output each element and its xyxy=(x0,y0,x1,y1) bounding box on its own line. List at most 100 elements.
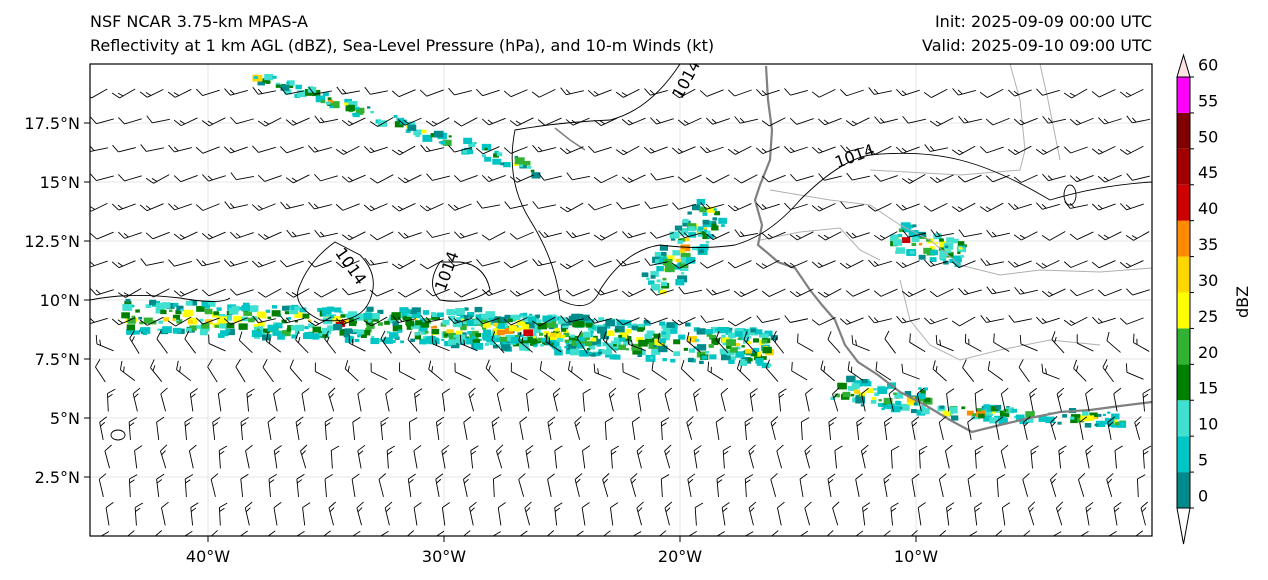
wind-barb xyxy=(435,416,445,441)
wind-barb xyxy=(868,315,892,324)
reflectivity-cell xyxy=(497,323,506,329)
reflectivity-cell xyxy=(295,324,305,332)
wind-barb xyxy=(800,530,809,536)
reflectivity-cell xyxy=(448,135,452,138)
wind-barb xyxy=(268,474,277,498)
wind-barb xyxy=(789,288,814,298)
reflectivity-cell xyxy=(1011,408,1017,413)
wind-barb xyxy=(503,317,528,326)
reflectivity-cell xyxy=(680,228,689,234)
reflectivity-cell xyxy=(327,325,335,331)
reflectivity-cell xyxy=(155,307,165,314)
reflectivity-cell xyxy=(251,330,262,338)
wind-barb xyxy=(820,360,835,382)
border-line xyxy=(769,189,1152,276)
wind-barb xyxy=(860,444,869,469)
wind-barb xyxy=(783,260,808,269)
wind-barb xyxy=(335,145,360,155)
wind-barb xyxy=(593,174,618,184)
colorbar-tick-label: 5 xyxy=(1198,451,1208,470)
reflectivity-cell xyxy=(1107,422,1114,427)
reflectivity-cell xyxy=(606,330,615,336)
wind-barb xyxy=(861,387,869,412)
reflectivity-cell xyxy=(322,313,327,317)
wind-barb xyxy=(1091,145,1116,155)
latitude-tick-label: 17.5°N xyxy=(24,114,80,133)
reflectivity-cell xyxy=(586,347,591,351)
wind-barb xyxy=(341,174,366,183)
reflectivity-cell xyxy=(1006,406,1010,409)
reflectivity-cell xyxy=(157,302,166,309)
reflectivity-cell xyxy=(918,242,923,246)
reflectivity-cell xyxy=(474,306,483,313)
reflectivity-cell xyxy=(294,320,298,323)
reflectivity-cell xyxy=(304,332,313,338)
wind-barb xyxy=(818,173,842,181)
wind-barb xyxy=(867,145,892,155)
wind-barb xyxy=(252,315,276,324)
reflectivity-cell xyxy=(290,325,299,331)
wind-barb xyxy=(554,502,563,526)
reflectivity-cell xyxy=(522,315,532,322)
reflectivity-cell xyxy=(256,328,260,331)
reflectivity-cell xyxy=(553,333,560,338)
reflectivity-cell xyxy=(495,337,502,343)
wind-barb xyxy=(519,530,528,536)
longitude-tick-label: 10°W xyxy=(894,547,938,566)
reflectivity-cell xyxy=(632,323,637,326)
wind-barb xyxy=(761,288,786,297)
reflectivity-cell xyxy=(561,328,567,332)
wind-barb xyxy=(576,330,588,354)
wind-barb xyxy=(805,387,813,412)
wind-barb xyxy=(560,315,584,323)
wind-barb xyxy=(413,444,422,469)
island-coast xyxy=(554,127,586,151)
reflectivity-cell xyxy=(939,405,945,409)
wind-barb xyxy=(923,88,948,98)
reflectivity-cell xyxy=(930,249,939,256)
reflectivity-cell xyxy=(584,341,593,347)
reflectivity-cell xyxy=(223,315,232,321)
wind-barb xyxy=(118,174,142,182)
wind-barb xyxy=(195,203,220,211)
colorbar-segment xyxy=(1177,148,1190,185)
wind-barb xyxy=(884,330,896,354)
reflectivity-cell xyxy=(327,97,332,100)
wind-barb xyxy=(716,531,726,536)
reflectivity-cell xyxy=(591,338,602,346)
wind-barb xyxy=(958,115,982,124)
wind-barb xyxy=(95,334,114,352)
reflectivity-cell xyxy=(473,319,481,325)
wind-barb xyxy=(251,260,276,268)
colorbar-tick-label: 25 xyxy=(1198,307,1218,326)
wind-barb xyxy=(224,201,248,209)
reflectivity-cell xyxy=(899,403,910,411)
wind-barb xyxy=(397,288,422,298)
wind-barb xyxy=(518,332,533,353)
init-time-label: Init: 2025-09-09 00:00 UTC xyxy=(934,12,1152,31)
wind-barb xyxy=(699,146,724,154)
reflectivity-cell xyxy=(442,139,452,146)
reflectivity-cell xyxy=(410,322,420,329)
reflectivity-cell xyxy=(917,393,926,400)
reflectivity-cell xyxy=(383,337,393,344)
reflectivity-cell xyxy=(593,335,598,340)
reflectivity-cell xyxy=(277,334,285,340)
reflectivity-cell xyxy=(675,278,685,286)
wind-barb xyxy=(1142,445,1152,469)
reflectivity-cell xyxy=(344,328,353,334)
reflectivity-cell xyxy=(641,272,649,278)
reflectivity-cell xyxy=(850,385,858,391)
wind-barb xyxy=(1013,117,1038,126)
reflectivity-cell xyxy=(574,335,579,339)
wind-barb xyxy=(582,445,591,469)
wind-barb xyxy=(720,387,729,412)
longitude-tick-label: 20°W xyxy=(658,547,702,566)
wind-barb xyxy=(140,144,164,152)
wind-barb xyxy=(397,231,422,239)
reflectivity-cell xyxy=(446,309,455,316)
reflectivity-cell xyxy=(220,330,229,337)
reflectivity-cell xyxy=(186,328,192,332)
wind-barb xyxy=(660,417,670,441)
wind-barb xyxy=(771,530,779,536)
